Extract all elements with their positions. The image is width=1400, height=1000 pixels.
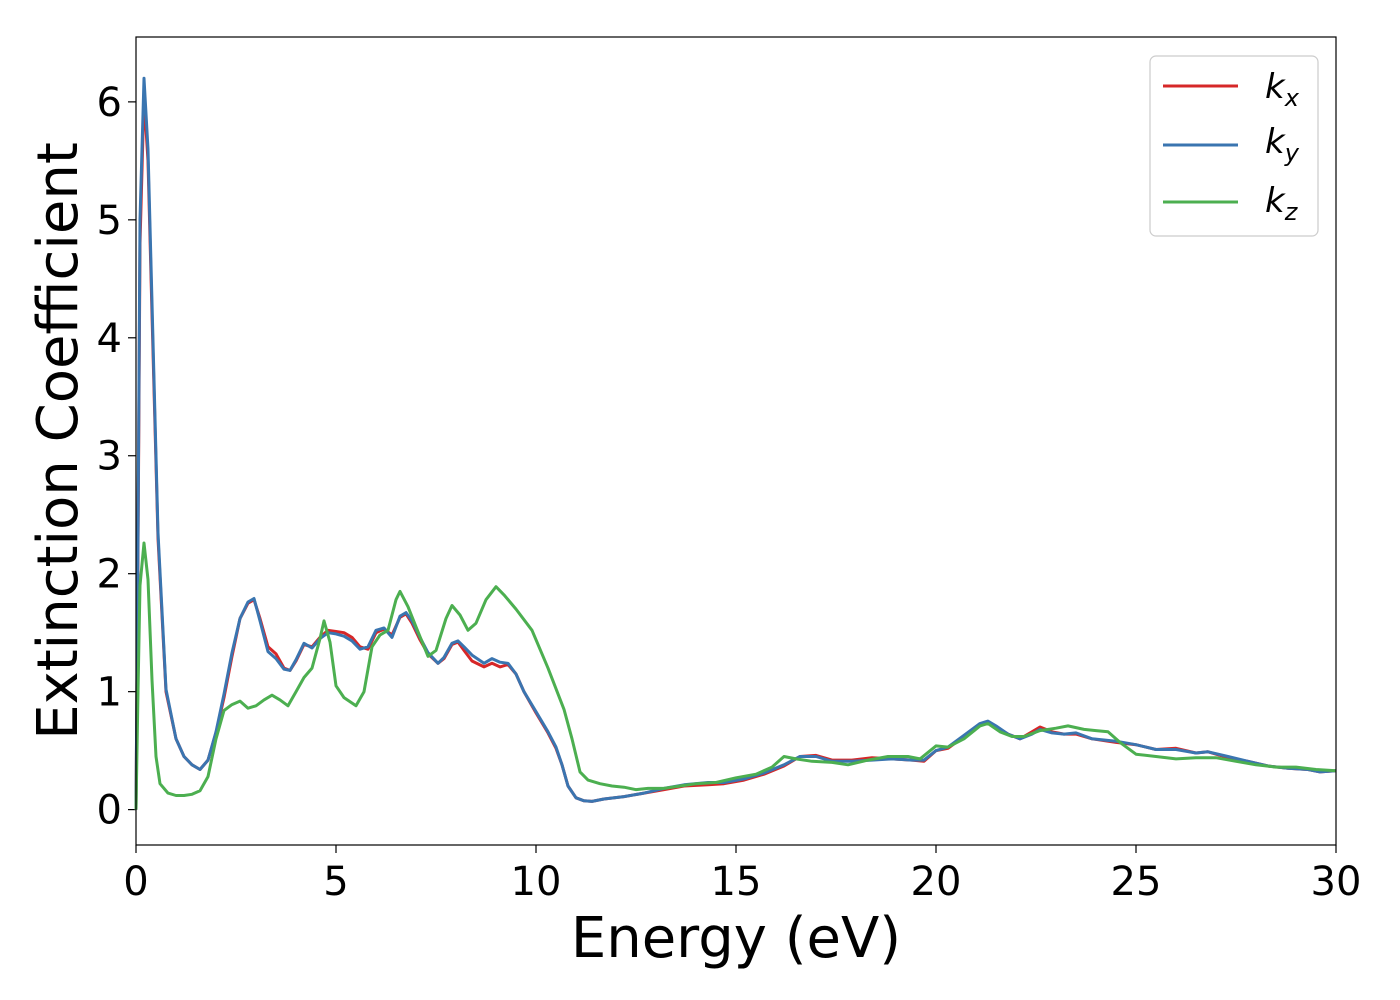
x-tick-label: 30 <box>1311 859 1362 905</box>
plot-area-frame <box>135 36 1337 846</box>
y-tick-label: 6 <box>97 80 122 126</box>
y-tick-label: 4 <box>97 316 122 362</box>
x-tick-label: 15 <box>711 859 762 905</box>
y-tick-label: 5 <box>97 198 122 244</box>
x-axis-label: Energy (eV) <box>571 906 901 971</box>
x-tick-label: 5 <box>323 859 348 905</box>
y-tick-label: 2 <box>97 552 122 598</box>
y-tick-label: 3 <box>97 434 122 480</box>
y-axis-label: Extinction Coefficient <box>26 142 91 740</box>
x-tick-label: 25 <box>1111 859 1162 905</box>
series-line-kz <box>134 541 1337 810</box>
x-axis-ticks: 0 5 10 15 20 25 30 <box>123 845 1361 905</box>
x-tick-label: 0 <box>123 859 148 905</box>
legend: kx ky kz <box>1149 55 1319 237</box>
x-tick-label: 20 <box>911 859 962 905</box>
legend-label-ky: ky <box>1265 122 1300 167</box>
x-tick-label: 10 <box>511 859 562 905</box>
legend-label-kx: kx <box>1265 67 1300 112</box>
y-axis-ticks: 0 1 2 3 4 5 6 <box>97 80 136 834</box>
y-tick-label: 1 <box>97 670 122 716</box>
legend-label-kz: kz <box>1265 181 1299 226</box>
series-lines <box>134 76 1337 810</box>
y-tick-label: 0 <box>97 788 122 834</box>
